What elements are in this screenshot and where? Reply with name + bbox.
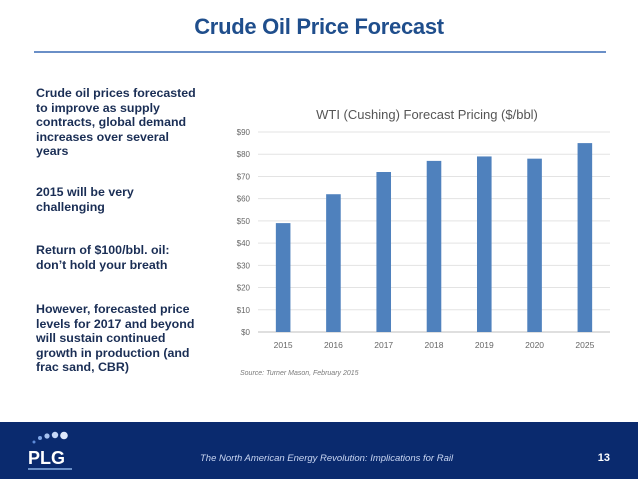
bar-2018 [426,160,442,332]
chart: WTI (Cushing) Forecast Pricing ($/bbl) $… [200,92,620,392]
x-tick-label: 2017 [374,340,393,350]
x-tick-label: 2018 [425,340,444,350]
x-tick-label: 2015 [274,340,293,350]
bar-2017 [376,172,392,332]
chart-title: WTI (Cushing) Forecast Pricing ($/bbl) [316,107,538,122]
bar-2025 [577,143,593,332]
y-tick-label: $20 [237,284,251,293]
page-title: Crude Oil Price Forecast [194,14,444,39]
y-tick-label: $60 [237,195,251,204]
x-tick-label: 2019 [475,340,494,350]
x-tick-label: 2016 [324,340,343,350]
svg-text:PLG: PLG [28,448,65,468]
x-tick-label: 2020 [525,340,544,350]
y-tick-label: $40 [237,239,251,248]
footer-text: The North American Energy Revolution: Im… [200,453,454,464]
bar-2020 [527,158,542,332]
y-tick-label: $90 [237,128,251,137]
y-tick-label: $0 [241,328,250,337]
bar-2015 [275,223,291,332]
bar-2019 [476,156,492,332]
y-tick-label: $30 [237,261,251,270]
plg-logo: PLG [28,431,72,470]
title-rule [34,51,606,53]
bullet-1: Crude oil prices forecasted to improve a… [36,86,196,158]
y-tick-label: $50 [237,217,251,226]
page-number: 13 [597,452,610,464]
bullet-3: Return of $100/bbl. oil: don’t hold your… [36,243,170,272]
y-tick-label: $80 [237,150,251,159]
y-tick-label: $70 [237,172,251,181]
y-tick-label: $10 [237,306,251,315]
x-tick-label: 2025 [575,340,594,350]
footer-bar: PLG The North American Energy Revolution… [0,422,638,479]
bullet-4: However, forecasted price levels for 201… [36,302,195,374]
bar-chart-svg: WTI (Cushing) Forecast Pricing ($/bbl) $… [237,107,610,377]
bullet-2: 2015 will be very challenging [36,185,134,214]
chart-source: Source: Turner Mason, February 2015 [240,370,359,377]
bar-2016 [326,194,341,332]
